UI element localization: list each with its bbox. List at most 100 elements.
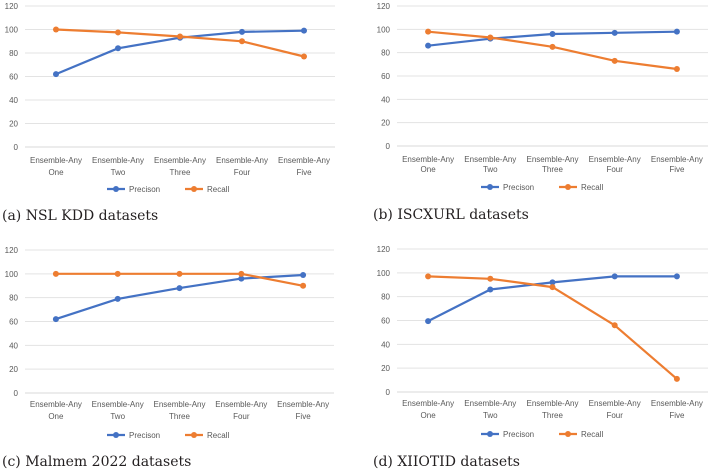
y-tick-label: 0 <box>386 142 391 151</box>
data-point <box>53 71 59 78</box>
data-point <box>611 273 618 280</box>
y-tick-label: 40 <box>381 95 390 104</box>
data-point <box>114 295 121 302</box>
data-point <box>176 270 183 277</box>
x-tick-label: Ensemble-Any <box>651 155 703 164</box>
y-tick-label: 100 <box>377 269 391 278</box>
chart-caption: (d) XIIOTID datasets <box>373 454 520 470</box>
chart-panel: 020406080100120Ensemble-AnyOneEnsemble-A… <box>2 246 334 470</box>
data-point <box>425 273 432 280</box>
series-line <box>427 30 679 71</box>
legend-label: Precison <box>503 430 534 439</box>
legend-swatch-marker <box>565 431 571 437</box>
x-tick-label: Ensemble-Any <box>216 156 268 165</box>
data-point <box>549 31 556 37</box>
data-point <box>115 45 121 52</box>
data-point <box>301 53 307 60</box>
legend-swatch-marker <box>113 186 119 192</box>
x-tick-label: Ensemble-Any <box>277 400 329 409</box>
x-tick-label: Ensemble-Any <box>215 400 267 409</box>
legend-label: Recall <box>581 183 603 192</box>
data-point <box>52 316 59 323</box>
data-point <box>487 275 494 282</box>
data-point <box>239 28 245 35</box>
x-tick-label: One <box>421 165 437 174</box>
x-tick-label: Four <box>606 165 623 174</box>
data-point <box>673 28 680 35</box>
y-tick-label: 60 <box>381 72 390 81</box>
legend-swatch-marker <box>113 432 119 438</box>
y-tick-label: 0 <box>14 143 19 152</box>
chart-panel: 020406080100120Ensemble-AnyOneEnsemble-A… <box>2 2 335 224</box>
data-point <box>673 375 680 382</box>
x-tick-label: Three <box>542 165 563 174</box>
x-tick-label: One <box>48 168 64 177</box>
x-tick-label: Ensemble-Any <box>464 155 516 164</box>
chart-caption: (a) NSL KDD datasets <box>2 208 158 224</box>
y-tick-label: 100 <box>5 26 19 35</box>
y-tick-label: 0 <box>14 389 19 398</box>
x-tick-label: Ensemble-Any <box>154 156 206 165</box>
x-tick-label: Four <box>234 168 251 177</box>
chart-caption: (c) Malmem 2022 datasets <box>2 454 191 470</box>
x-tick-label: Five <box>296 412 312 421</box>
y-tick-label: 120 <box>5 246 19 255</box>
legend-label: Recall <box>207 185 229 194</box>
y-tick-label: 40 <box>381 340 390 349</box>
legend-swatch-marker <box>191 432 197 438</box>
data-point <box>425 318 432 325</box>
y-tick-label: 40 <box>9 341 18 350</box>
x-tick-label: Ensemble-Any <box>278 156 330 165</box>
y-tick-label: 80 <box>381 293 390 302</box>
legend-swatch-marker <box>191 186 197 192</box>
legend-label: Recall <box>207 431 229 440</box>
x-tick-label: Ensemble-Any <box>526 155 578 164</box>
x-tick-label: Five <box>296 168 312 177</box>
data-point <box>238 270 245 277</box>
legend-swatch-marker <box>487 184 493 190</box>
data-point <box>52 270 59 277</box>
y-tick-label: 120 <box>5 2 19 11</box>
x-tick-label: Five <box>669 411 685 420</box>
chart-panel: 020406080100120Ensemble-AnyOneEnsemble-A… <box>373 245 708 470</box>
y-tick-label: 20 <box>9 120 18 129</box>
x-tick-label: Ensemble-Any <box>30 400 82 409</box>
x-tick-label: Four <box>233 412 250 421</box>
data-point <box>487 286 494 293</box>
x-tick-label: Four <box>606 411 623 420</box>
y-tick-label: 40 <box>9 96 18 105</box>
legend-label: Precison <box>129 185 160 194</box>
x-tick-label: Two <box>111 168 126 177</box>
data-point <box>176 285 183 292</box>
series-line <box>54 273 305 321</box>
data-point <box>611 29 618 36</box>
legend-swatch-marker <box>487 431 493 437</box>
data-point <box>611 57 618 64</box>
y-tick-label: 120 <box>377 2 391 11</box>
y-tick-label: 20 <box>381 119 390 128</box>
data-point <box>301 27 307 34</box>
legend-swatch-marker <box>565 184 571 190</box>
y-tick-label: 80 <box>381 49 390 58</box>
data-point <box>611 322 618 329</box>
x-tick-label: Ensemble-Any <box>92 400 144 409</box>
data-point <box>300 272 307 279</box>
x-tick-label: Ensemble-Any <box>526 399 578 408</box>
legend-label: Precison <box>503 183 534 192</box>
chart-panel: 020406080100120Ensemble-AnyOneEnsemble-A… <box>373 2 708 223</box>
data-point <box>673 273 680 280</box>
data-point <box>238 275 245 282</box>
data-point <box>425 28 432 35</box>
data-point <box>114 270 121 277</box>
x-tick-label: Ensemble-Any <box>30 156 82 165</box>
x-tick-label: Ensemble-Any <box>651 399 703 408</box>
chart-caption: (b) ISCXURL datasets <box>373 207 529 223</box>
y-tick-label: 60 <box>9 73 18 82</box>
data-point <box>549 284 556 291</box>
data-point <box>549 43 556 50</box>
data-point <box>177 33 183 40</box>
y-tick-label: 60 <box>9 318 18 327</box>
x-tick-label: One <box>48 412 64 421</box>
y-tick-label: 20 <box>381 364 390 373</box>
